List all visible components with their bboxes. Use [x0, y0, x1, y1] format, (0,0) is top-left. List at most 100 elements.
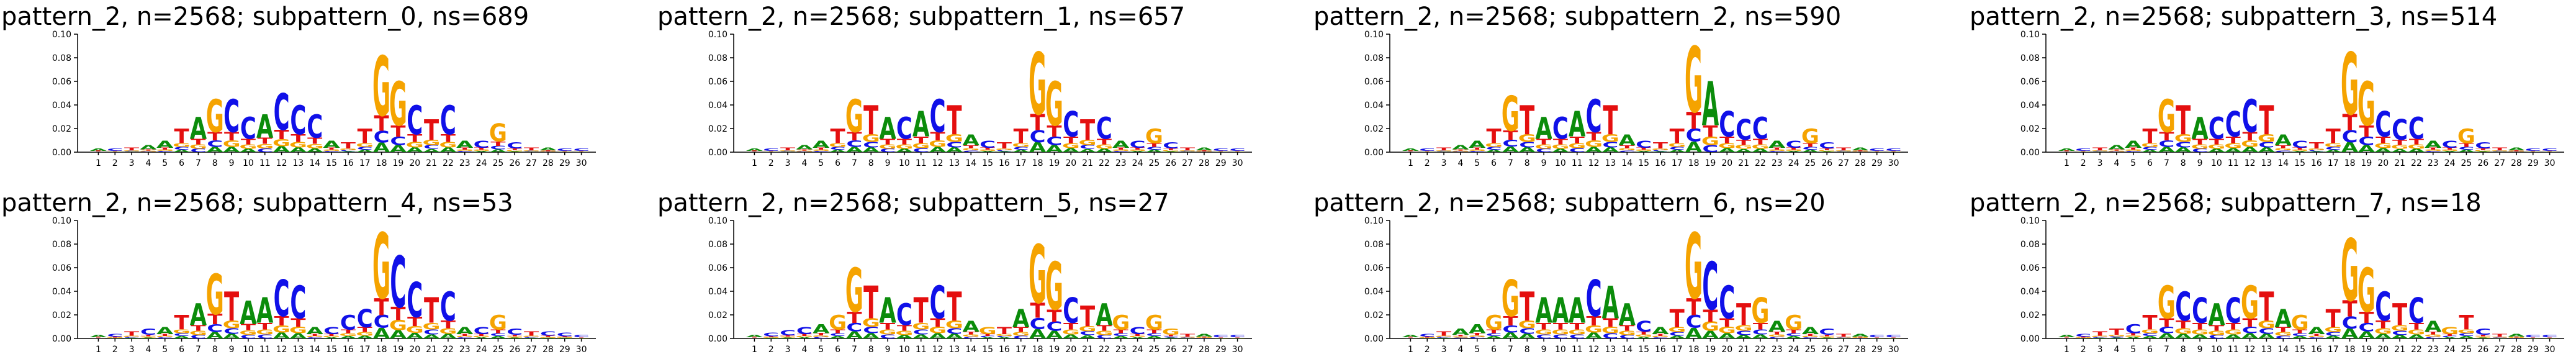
logo-letter-T: T: [1653, 142, 1669, 151]
x-tick-label: 21: [2394, 345, 2405, 354]
logo-letter-T: T: [1819, 148, 1834, 151]
logo-letter-G: G: [1079, 138, 1097, 147]
logo-letter-T: T: [1587, 130, 1602, 143]
x-tick-label: 17: [1672, 345, 1683, 354]
logo-letter-G: G: [489, 119, 507, 147]
logo-letter-G: G: [2457, 329, 2475, 335]
logo-letter-T: T: [1130, 334, 1146, 337]
logo-letter-T: T: [797, 334, 813, 337]
logo-letter-C: C: [2542, 334, 2558, 338]
logo-letter-T: T: [2426, 147, 2441, 150]
logo-letter-C: C: [1452, 337, 1469, 338]
x-tick-label: 22: [1099, 345, 1110, 354]
x-tick-label: 29: [2528, 158, 2539, 168]
logo-letter-C: C: [880, 334, 896, 340]
x-tick-label: 5: [818, 345, 824, 354]
logo-letter-G: G: [1179, 337, 1197, 338]
logo-letter-G: G: [2224, 329, 2242, 337]
x-tick-label: 12: [1588, 345, 1600, 354]
logo-letter-A: A: [1585, 146, 1603, 154]
logo-letter-G: G: [439, 140, 457, 150]
logo-letter-C: C: [490, 332, 506, 337]
logo-letter-C: C: [2125, 322, 2141, 336]
logo-letter-A: A: [912, 334, 929, 340]
y-tick-label: 0.02: [52, 311, 71, 320]
logo-letter-A: A: [1819, 151, 1836, 152]
logo-letter-T: T: [1753, 137, 1768, 147]
logo-letter-C: C: [2358, 134, 2374, 148]
logo-letter-C: C: [1502, 138, 1518, 149]
logo-letter-T: T: [374, 112, 389, 136]
logo-letter-G: G: [1818, 336, 1836, 338]
x-tick-label: 8: [2181, 345, 2186, 354]
logo-letter-A: A: [1096, 148, 1113, 153]
x-tick-label: 10: [243, 345, 254, 354]
logo-letter-A: A: [1735, 334, 1752, 340]
y-tick-label: 0.00: [52, 148, 71, 158]
logo-letter-G: G: [1435, 150, 1453, 152]
x-tick-label: 30: [1232, 158, 1243, 168]
logo-letter-A: A: [1602, 147, 1619, 154]
logo-letter-C: C: [763, 148, 779, 152]
logo-letter-T: T: [1470, 332, 1485, 336]
logo-letter-G: G: [862, 132, 880, 145]
y-tick-label: 0.00: [2020, 148, 2040, 158]
logo-letter-T: T: [490, 329, 506, 335]
logo-letter-A: A: [2275, 304, 2292, 334]
x-tick-label: 30: [576, 158, 587, 168]
logo-letter-A: A: [829, 335, 847, 339]
logo-letter-T: T: [1047, 307, 1062, 326]
logo-letter-C: C: [307, 109, 323, 145]
logo-letter-A: A: [2158, 332, 2176, 340]
x-tick-label: 17: [1016, 158, 1027, 168]
logo-letter-A: A: [1063, 334, 1079, 340]
logo-letter-C: C: [390, 134, 406, 148]
x-tick-label: 26: [509, 345, 520, 354]
logo-letter-C: C: [407, 273, 423, 329]
logo-letter-C: C: [1419, 148, 1435, 152]
logo-letter-G: G: [223, 319, 241, 331]
x-tick-label: 3: [129, 158, 135, 168]
x-tick-label: 22: [2411, 345, 2422, 354]
logo-letter-T: T: [2309, 334, 2325, 337]
logo-letter-A: A: [746, 148, 763, 152]
panel-title: pattern_2, n=2568; subpattern_0, ns=689: [1, 2, 529, 31]
logo-letter-C: C: [2425, 336, 2441, 338]
logo-letter-A: A: [1802, 149, 1819, 153]
logo-letter-A: A: [896, 334, 913, 340]
logo-letter-T: T: [2376, 135, 2391, 145]
logo-letter-G: G: [1179, 150, 1197, 152]
logo-letter-C: C: [2325, 146, 2341, 150]
logo-letter-A: A: [1469, 138, 1486, 150]
logo-letter-C: C: [1602, 140, 1618, 150]
logo-letter-G: G: [1635, 334, 1653, 337]
logo-letter-C: C: [1436, 337, 1452, 338]
logo-letter-G: G: [829, 311, 847, 334]
logo-letter-A: A: [2308, 151, 2325, 152]
x-tick-label: 7: [196, 158, 201, 168]
logo-letter-A: A: [407, 332, 424, 341]
logo-letter-G: G: [2424, 334, 2442, 337]
logo-letter-G: G: [779, 150, 797, 152]
logo-letter-G: G: [1162, 150, 1180, 152]
logo-letter-C: C: [2175, 140, 2191, 150]
logo-letter-C: C: [846, 320, 862, 334]
logo-letter-C: C: [374, 128, 390, 147]
logo-letter-C: C: [474, 325, 490, 337]
logo-letter-T: T: [2343, 110, 2358, 135]
logo-letter-G: G: [173, 329, 191, 335]
logo-letter-T: T: [1603, 316, 1618, 330]
logo-letter-T: T: [224, 130, 240, 143]
logo-letter-G: G: [2374, 327, 2392, 336]
logo-letter-T: T: [1870, 151, 1885, 152]
logo-letter-C: C: [2525, 334, 2541, 338]
logo-letter-T: T: [880, 321, 896, 332]
logo-letter-C: C: [390, 242, 406, 324]
logo-letter-G: G: [795, 335, 813, 338]
logo-letter-T: T: [1736, 138, 1751, 147]
y-tick-label: 0.10: [1364, 216, 1384, 226]
x-tick-label: 2: [112, 345, 118, 354]
logo-letter-T: T: [2359, 309, 2374, 327]
logo-letter-C: C: [2225, 291, 2241, 332]
x-tick-label: 26: [2477, 158, 2488, 168]
